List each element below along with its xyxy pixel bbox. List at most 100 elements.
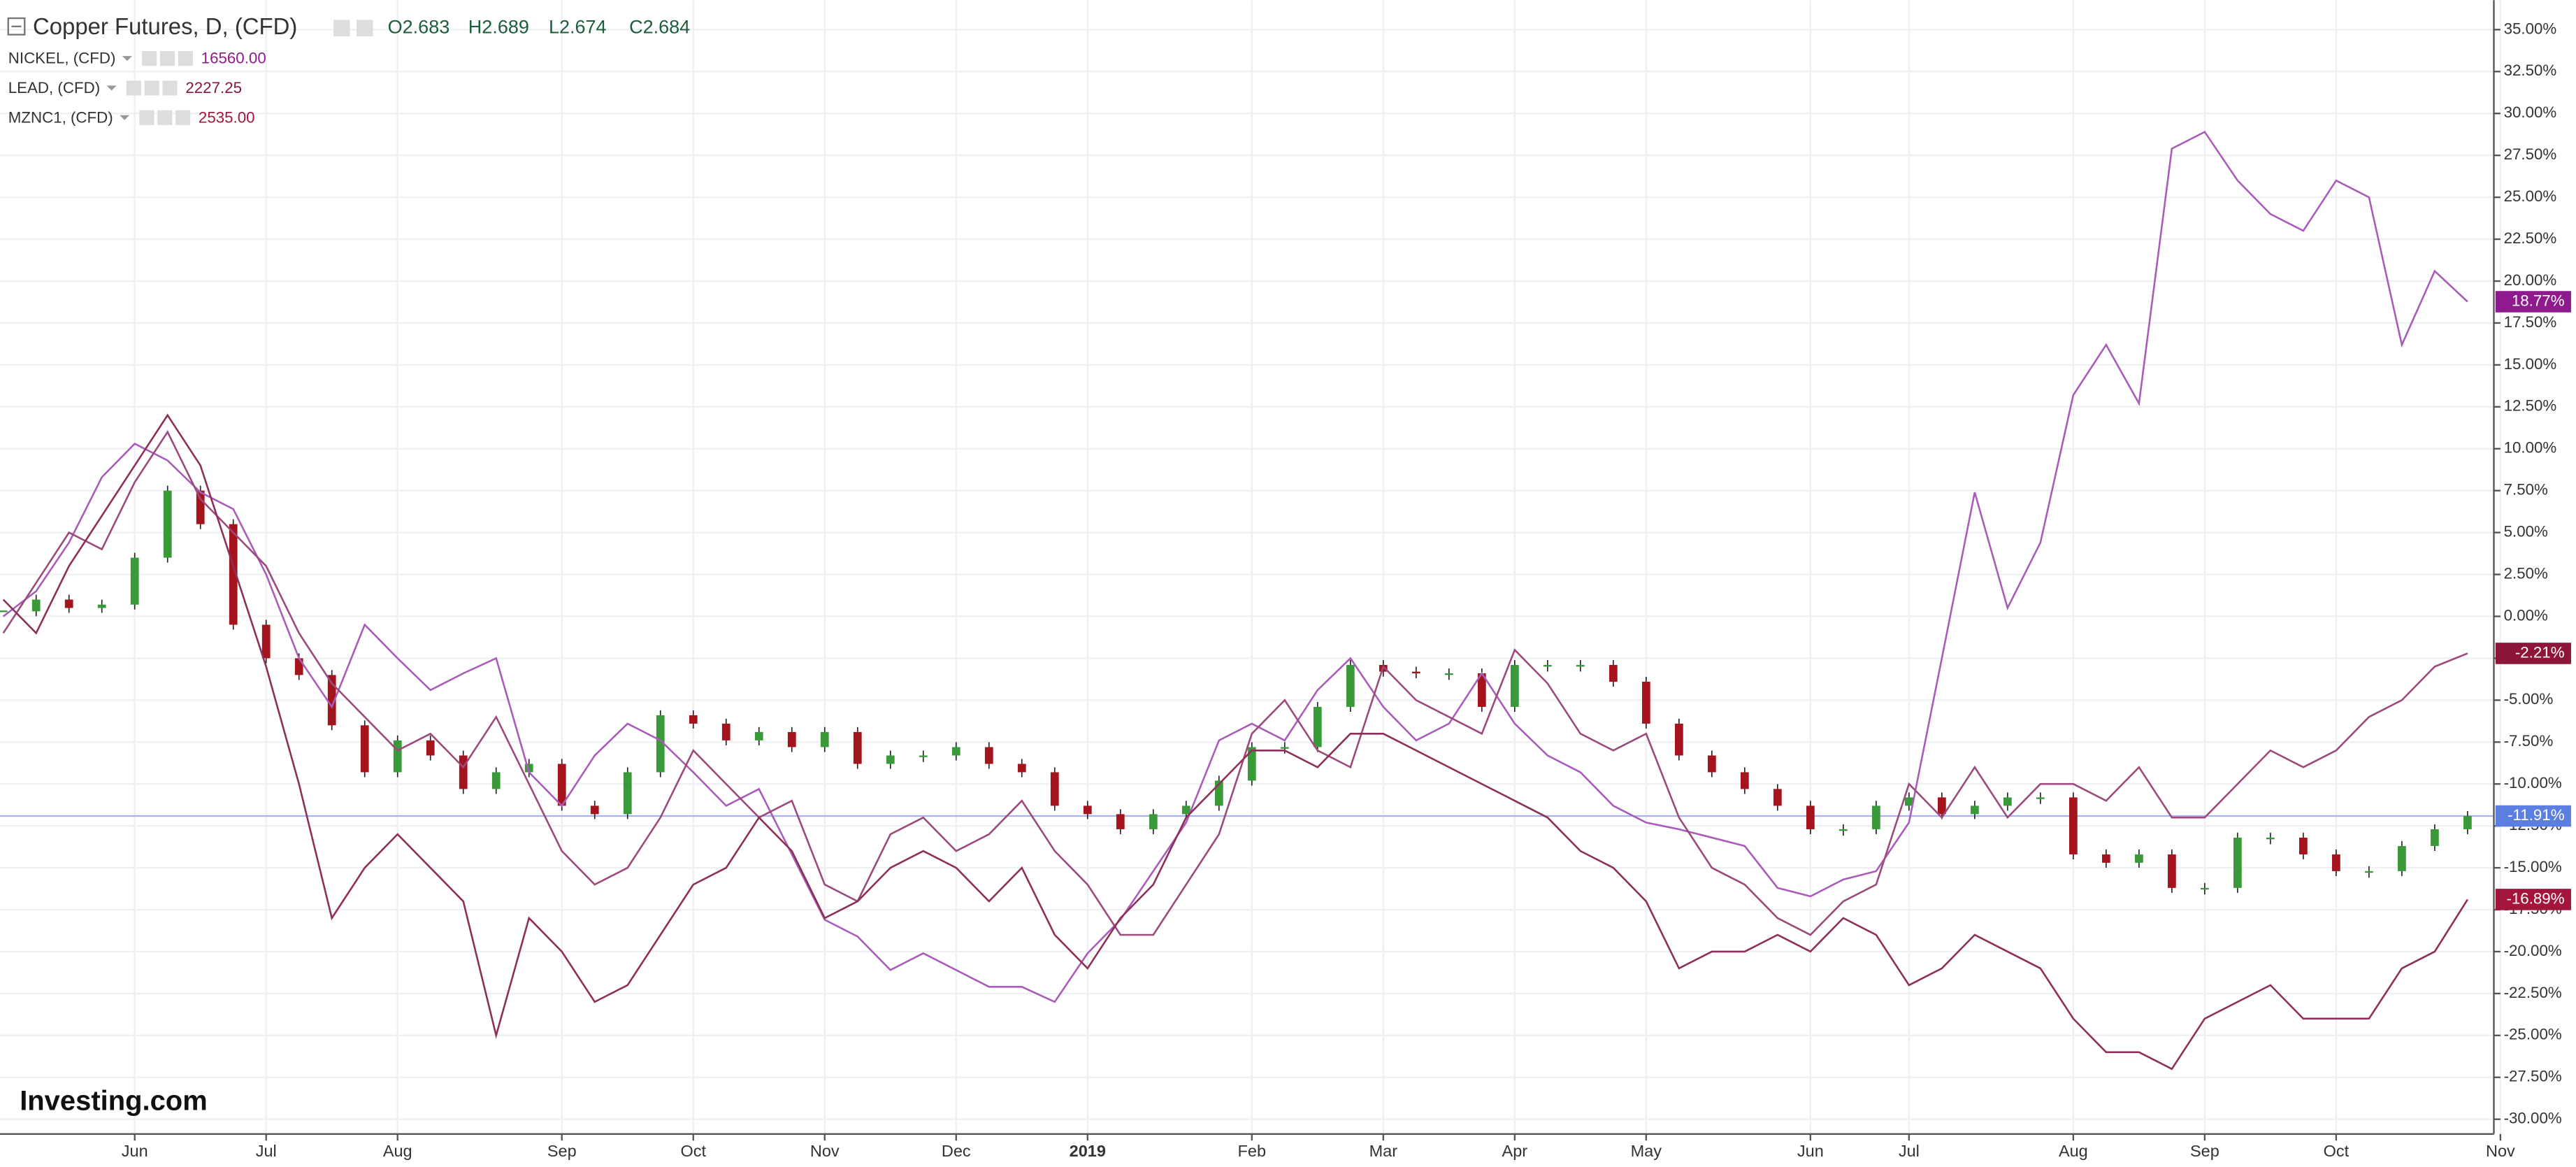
value-label: -16.89% [2506,889,2564,907]
legend-icon[interactable] [162,80,178,96]
y-tick-label: 0.00% [2504,606,2548,624]
legend-icon[interactable] [157,110,173,125]
candle [656,715,665,773]
legend-label: MZNC1, (CFD) [8,108,113,126]
x-tick-label: Aug [2059,1142,2088,1160]
y-tick-label: 22.50% [2504,229,2557,247]
legend-icon[interactable] [178,51,193,66]
settings-icon[interactable] [333,20,350,36]
candle [360,725,369,773]
x-tick-label: Jun [1797,1142,1824,1160]
y-tick-label: -25.00% [2504,1026,2562,1043]
candle [2003,797,2012,806]
candle [754,731,763,740]
candle [1707,755,1716,773]
settings-icon[interactable] [356,20,373,36]
y-tick-label: 32.50% [2504,62,2557,79]
ohlc-value: C2.684 [629,16,690,37]
legend-icon[interactable] [126,80,141,96]
candle [426,740,435,756]
candle [1444,673,1453,675]
candle [557,764,566,806]
dropdown-icon[interactable] [106,85,117,91]
y-tick-label: 15.00% [2504,355,2557,373]
x-tick-label: Nov [2486,1142,2515,1160]
dropdown-icon[interactable] [122,56,132,62]
x-tick-label: Feb [1238,1142,1267,1160]
y-tick-label: -5.00% [2504,690,2554,708]
y-tick-label: 20.00% [2504,271,2557,289]
candle [1149,814,1158,829]
y-tick-label: -27.50% [2504,1068,2562,1085]
x-tick-label: Oct [2324,1142,2350,1160]
candle [623,772,632,815]
y-tick-label: 35.00% [2504,20,2557,37]
grid [0,0,2502,1134]
candle [2134,854,2143,863]
candle [2299,837,2308,854]
candle [2398,845,2406,871]
y-tick-label: 5.00% [2504,523,2548,540]
candle [2068,797,2078,854]
x-tick-label: Jul [1899,1142,1920,1160]
candle [1674,723,1683,756]
candle [130,557,139,605]
ohlc-value: L2.674 [549,16,607,37]
dropdown-icon[interactable] [120,115,130,120]
legend-icon[interactable] [144,80,159,96]
candle [1346,665,1355,707]
y-tick-label: 10.00% [2504,439,2557,457]
axes: 35.00% 32.50% 30.00% 27.50% 25.00% 22.50% 20.0… [122,20,2571,1160]
collapse-button[interactable] [7,17,26,36]
candle [327,675,336,726]
x-tick-label: Mar [1369,1142,1398,1160]
legend-icon[interactable] [175,110,191,125]
candle [1083,806,1092,815]
x-tick-label: May [1631,1142,1662,1160]
y-tick-label: -10.00% [2504,774,2562,792]
series-line [2,413,2468,1071]
y-tick-label: 25.00% [2504,187,2557,205]
x-tick-label: Jun [122,1142,148,1160]
legend: Copper Futures, D, (CFD) O2.683 H2.689 L2.… [7,13,690,126]
candle [524,764,533,773]
candle [1214,780,1223,806]
candle [2233,837,2242,888]
candle [1904,797,1913,806]
y-tick-label: 17.50% [2504,313,2557,331]
candle [1116,814,1125,829]
ohlc-value: H2.689 [468,16,529,37]
legend-icon[interactable] [142,51,157,66]
legend-icon[interactable] [159,51,175,66]
y-tick-label: -20.00% [2504,942,2562,959]
series-line [2,130,2468,1003]
candle [2200,887,2209,890]
candle [97,604,106,608]
candle [951,747,960,756]
candle [1576,665,1585,667]
candle [1411,671,1420,673]
candle [1477,673,1486,707]
candle [393,740,402,773]
candle [2101,854,2110,863]
value-label: -11.91% [2507,806,2565,824]
candle [2365,871,2373,873]
y-tick-label: -30.00% [2504,1110,2562,1127]
candle [1773,789,1782,806]
legend-icon[interactable] [139,110,154,125]
legend-price: 2227.25 [185,79,242,96]
candle [196,490,205,524]
x-tick-label: Sep [547,1142,577,1160]
candle [853,731,862,764]
candle [721,723,731,740]
candle [1017,764,1026,773]
candle [2332,854,2340,871]
plot [0,130,2494,1071]
candle [261,624,271,659]
candle [459,755,468,789]
x-tick-label: Nov [810,1142,840,1160]
candle [2463,816,2472,829]
candle [820,731,829,747]
